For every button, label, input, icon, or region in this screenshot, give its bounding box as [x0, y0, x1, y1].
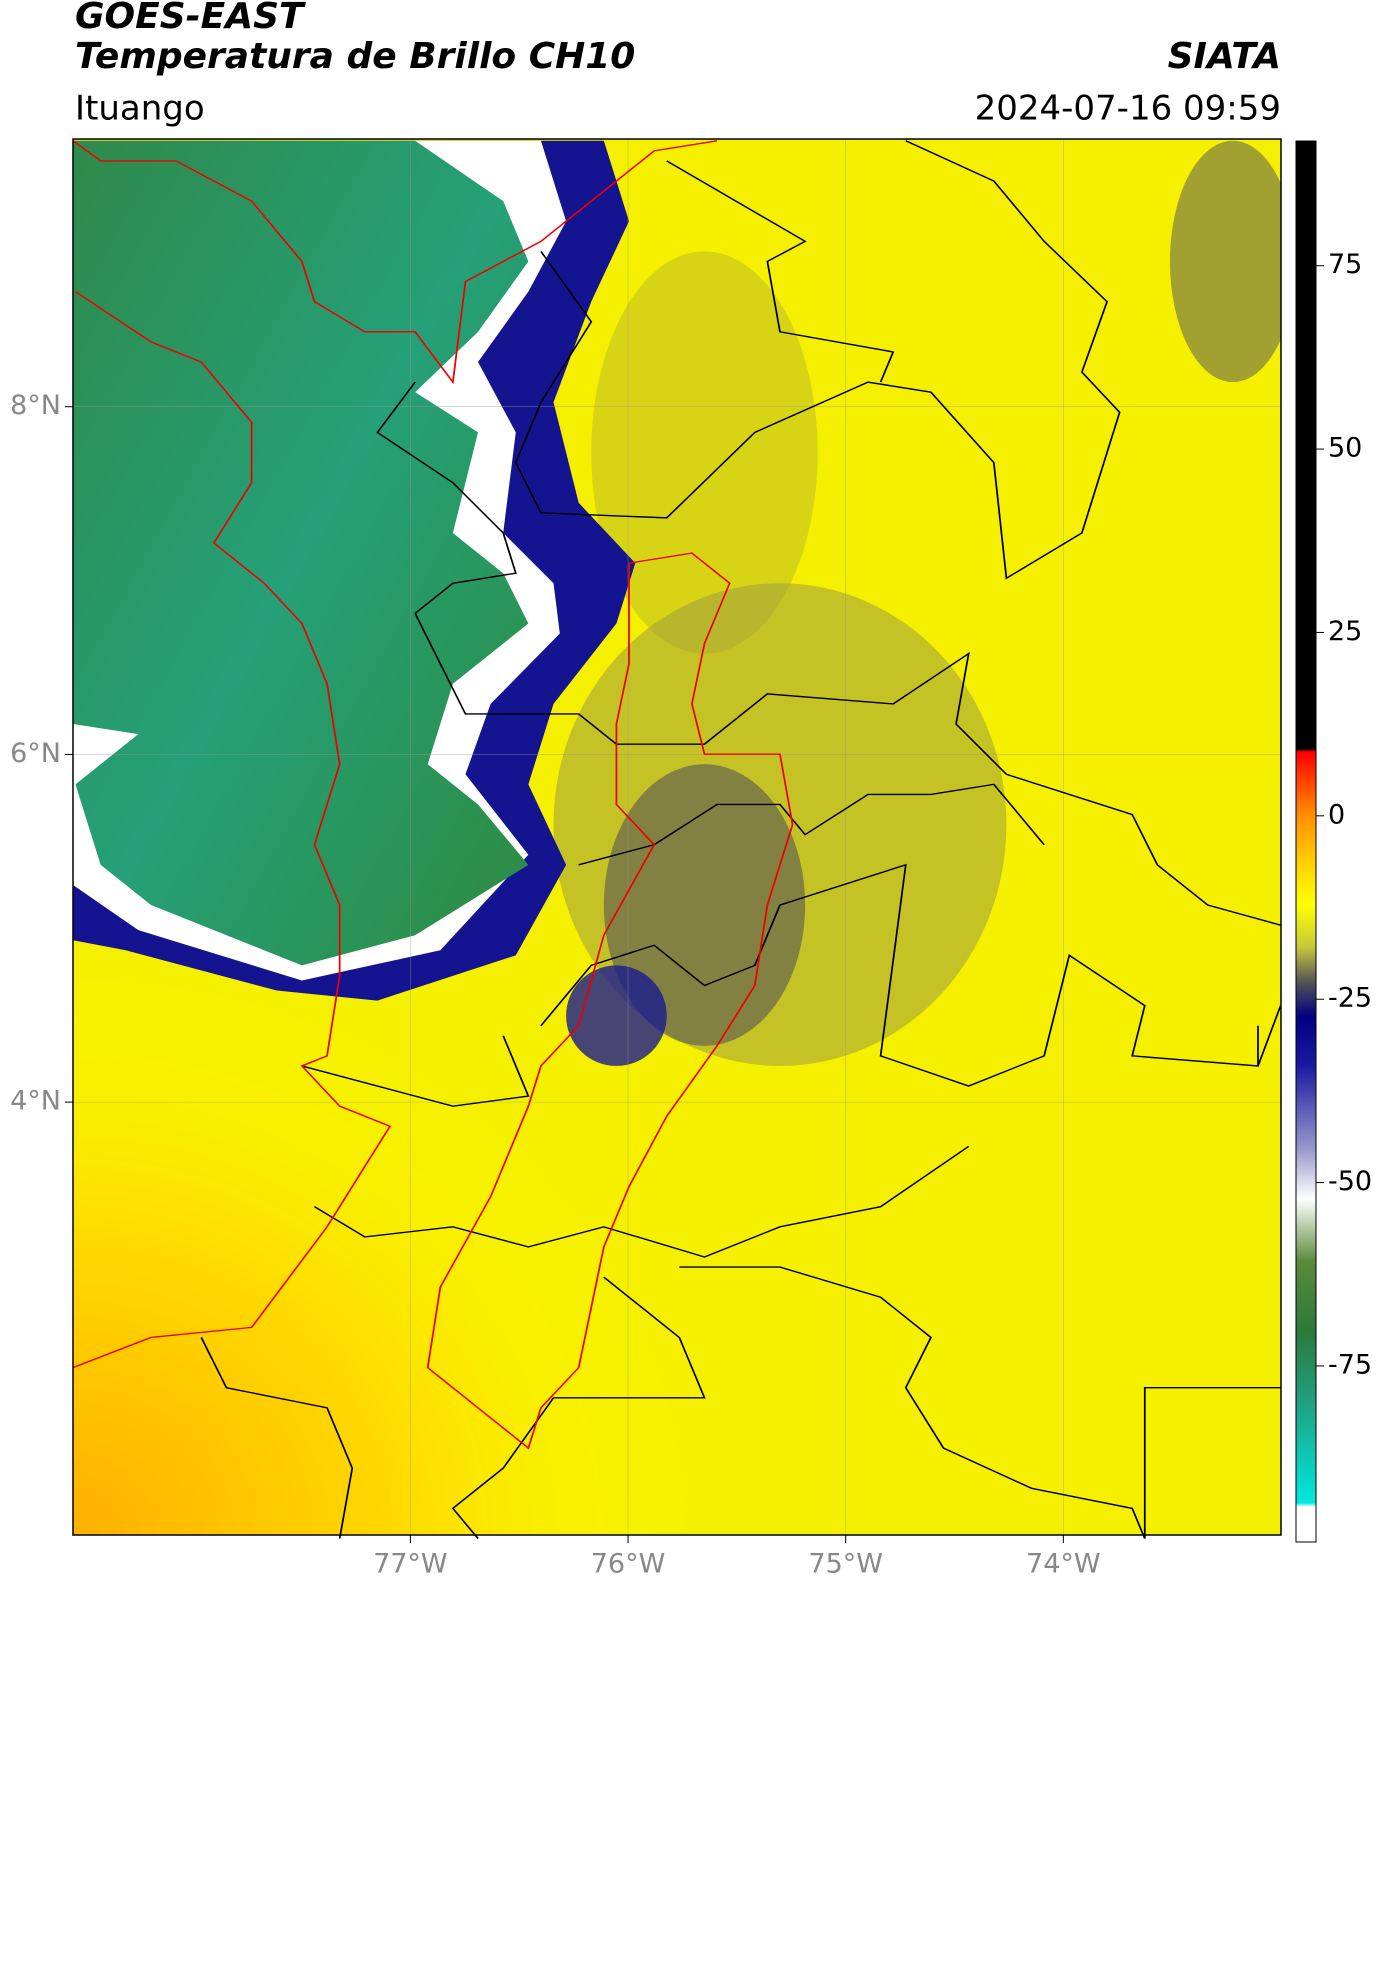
colorbar-tick-label: 75	[1328, 249, 1362, 280]
subtitle: Temperatura de Brillo CH10	[75, 36, 635, 77]
grid	[73, 139, 1281, 1535]
colorbar-tick-label: 0	[1328, 799, 1345, 830]
lon-tick-label: 76°W	[591, 1549, 666, 1580]
borders	[72, 140, 1282, 1539]
lat-tick-label: 6°N	[10, 738, 61, 769]
colorbar-tick-label: 25	[1328, 616, 1362, 647]
map-imagery	[73, 139, 1281, 1535]
map-frame	[72, 138, 1282, 1536]
datetime: 2024-07-16 09:59	[975, 89, 1281, 129]
colorbar-tick-label: -50	[1328, 1166, 1372, 1197]
region: Ituango	[75, 89, 205, 129]
ticks: 77°W 76°W 75°W 74°W 4°N 6°N 8°N -75 -50 -25 0 25 50 7…	[10, 249, 1372, 1579]
title: GOES-EAST	[75, 0, 306, 37]
colorbar	[1295, 140, 1317, 1543]
lon-tick-label: 77°W	[373, 1549, 448, 1580]
lat-tick-label: 8°N	[10, 390, 61, 421]
lat-tick-label: 4°N	[10, 1086, 61, 1117]
colorbar-tick-label: -75	[1328, 1349, 1372, 1380]
brand: SIATA	[1168, 36, 1281, 77]
lon-tick-label: 75°W	[808, 1549, 883, 1580]
colorbar-tick-label: -25	[1328, 983, 1372, 1014]
lon-tick-label: 74°W	[1026, 1549, 1101, 1580]
colorbar-tick-label: 50	[1328, 433, 1362, 464]
